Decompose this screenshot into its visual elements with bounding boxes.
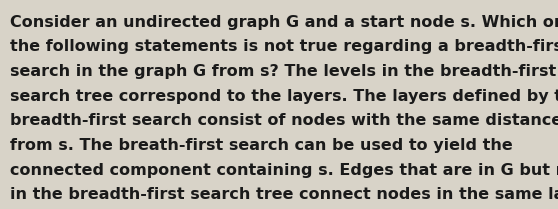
Text: search in the graph G from s? The levels in the breadth-first: search in the graph G from s? The levels… [10,64,556,79]
Text: connected component containing s. Edges that are in G but not: connected component containing s. Edges … [10,163,558,178]
Text: Consider an undirected graph G and a start node s. Which one of: Consider an undirected graph G and a sta… [10,15,558,30]
Text: in the breadth-first search tree connect nodes in the same layer.: in the breadth-first search tree connect… [10,187,558,202]
Text: breadth-first search consist of nodes with the same distance: breadth-first search consist of nodes wi… [10,113,558,128]
Text: search tree correspond to the layers. The layers defined by the: search tree correspond to the layers. Th… [10,89,558,104]
Text: from s. The breath-first search can be used to yield the: from s. The breath-first search can be u… [10,138,513,153]
Text: the following statements is not true regarding a breadth-first: the following statements is not true reg… [10,39,558,54]
